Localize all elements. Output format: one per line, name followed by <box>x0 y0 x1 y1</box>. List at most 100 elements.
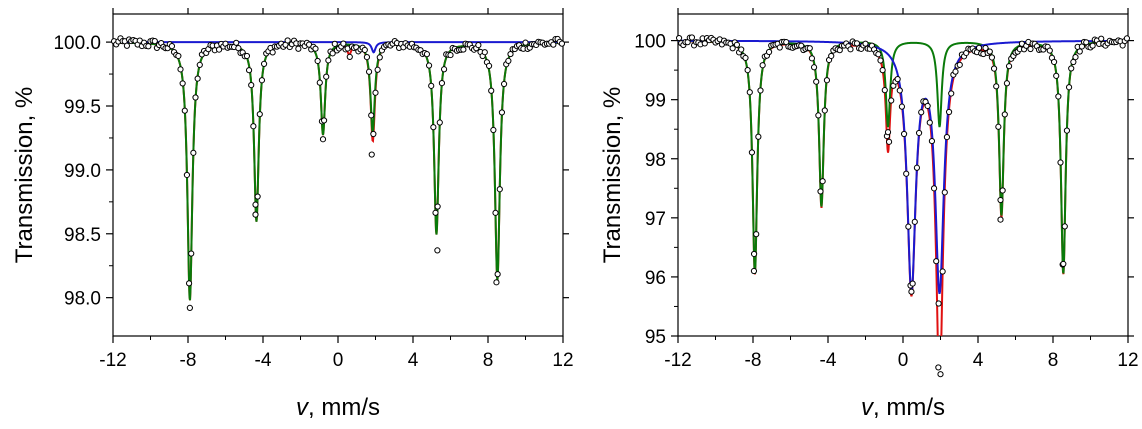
right-y-tick-label: 99 <box>645 91 666 112</box>
right-data-point <box>808 55 816 62</box>
right-data-point <box>806 45 813 52</box>
left-data-point <box>438 79 446 87</box>
left-x-tick-label: 0 <box>333 350 344 371</box>
right-data-point <box>738 46 745 53</box>
right-data-point <box>911 218 918 225</box>
right-data-point <box>1061 223 1068 230</box>
right-data-point <box>918 109 925 116</box>
left-data-point <box>374 66 381 73</box>
right-data-point <box>746 89 753 96</box>
right-data-point <box>956 61 963 68</box>
right-data-point <box>759 62 766 69</box>
left-y-tick-label: 98.5 <box>64 225 101 246</box>
left-data-point <box>256 111 263 118</box>
right-data-point <box>729 45 736 52</box>
right-x-tick-label: 4 <box>973 350 984 371</box>
right-data-point <box>982 44 989 52</box>
right-data-point <box>810 64 818 71</box>
right-data-point <box>1123 35 1131 42</box>
left-data-point <box>496 186 503 193</box>
right-data-point <box>900 130 908 138</box>
right-x-tick-label: -4 <box>820 350 837 371</box>
right-data-point <box>913 164 921 171</box>
right-data-point <box>750 267 758 275</box>
left-chart: v, mm/s Transmission, % -12 -8 -4 0 4 8 12 98.0… <box>11 8 574 421</box>
left-x-tick-label: -4 <box>255 350 272 371</box>
right-data-point <box>1063 127 1071 134</box>
right-data-point <box>888 97 895 104</box>
left-data-point <box>434 203 441 210</box>
left-data-point <box>368 112 375 119</box>
left-data-point <box>188 250 195 257</box>
right-x-tick-label: 12 <box>1117 350 1138 371</box>
right-data-point <box>935 364 942 371</box>
left-data-point <box>284 37 291 44</box>
left-x-tick-label: 4 <box>408 350 419 371</box>
left-x-tick-label: -8 <box>180 350 197 371</box>
right-data-point <box>823 77 831 84</box>
right-x-tick-label: 0 <box>898 350 909 371</box>
right-data-point <box>742 54 749 62</box>
left-y-tick-label: 98.0 <box>64 289 101 310</box>
left-y-tick-label: 99.0 <box>64 161 101 182</box>
left-data-point <box>436 119 443 126</box>
right-data-point <box>933 258 940 265</box>
left-data-point <box>440 66 448 73</box>
left-data-point <box>177 66 184 73</box>
left-data-point <box>488 87 495 94</box>
right-data-point <box>750 250 758 258</box>
right-data-point <box>999 187 1006 194</box>
left-data-point <box>432 209 439 216</box>
right-y-tick-label: 98 <box>645 150 666 171</box>
left-data-point <box>475 41 482 49</box>
right-data-point <box>1003 80 1011 87</box>
left-data-point <box>346 53 353 60</box>
left-data-point <box>428 82 435 89</box>
right-chart: v, mm/s Transmission, % -12 -8 -4 0 4 8 12 95 96… <box>599 8 1139 421</box>
left-data-point <box>363 54 371 61</box>
left-x-tick-label: 8 <box>483 350 494 371</box>
right-data-point <box>862 40 869 47</box>
right-data-point <box>935 300 942 307</box>
right-data-point <box>1050 58 1058 66</box>
left-data-point <box>260 60 268 68</box>
left-data-point <box>522 39 529 46</box>
right-x-axis-title-unit: , mm/s <box>873 394 945 421</box>
right-data-point <box>924 102 931 110</box>
left-data-point <box>460 46 467 53</box>
left-data-point <box>340 40 347 47</box>
left-data-point <box>190 149 197 156</box>
right-data-point <box>853 40 861 47</box>
right-y-axis-title: Transmission, % <box>599 87 626 263</box>
left-data-point <box>254 193 261 200</box>
right-y-tick-label: 97 <box>645 209 666 230</box>
left-data-point <box>183 171 191 179</box>
left-data-point <box>325 57 332 64</box>
left-data-point <box>558 40 566 47</box>
right-data-point <box>765 48 773 56</box>
right-y-tick-label: 96 <box>645 268 666 289</box>
right-data-point <box>881 87 888 94</box>
left-x-axis-title: v, mm/s <box>296 394 380 421</box>
left-data-point <box>196 61 203 69</box>
right-data-point <box>1001 111 1008 118</box>
right-data-point <box>1070 58 1077 66</box>
left-data-point <box>481 49 488 56</box>
right-x-tick-label: 8 <box>1048 350 1059 371</box>
left-data-point <box>329 50 336 57</box>
right-data-point <box>997 216 1004 223</box>
right-data-point <box>903 170 910 177</box>
right-data-point <box>930 185 938 192</box>
right-data-point <box>937 371 944 378</box>
left-data-point <box>295 45 302 52</box>
right-data-point <box>908 288 915 295</box>
right-data-point <box>753 231 760 238</box>
right-data-point <box>1057 159 1064 166</box>
left-data-point <box>215 46 223 53</box>
left-data-point <box>252 201 259 208</box>
right-data-point <box>941 189 948 196</box>
right-data-point <box>813 78 820 85</box>
left-data-point <box>181 107 188 114</box>
left-data-point <box>498 109 506 116</box>
left-data-point <box>175 52 182 60</box>
